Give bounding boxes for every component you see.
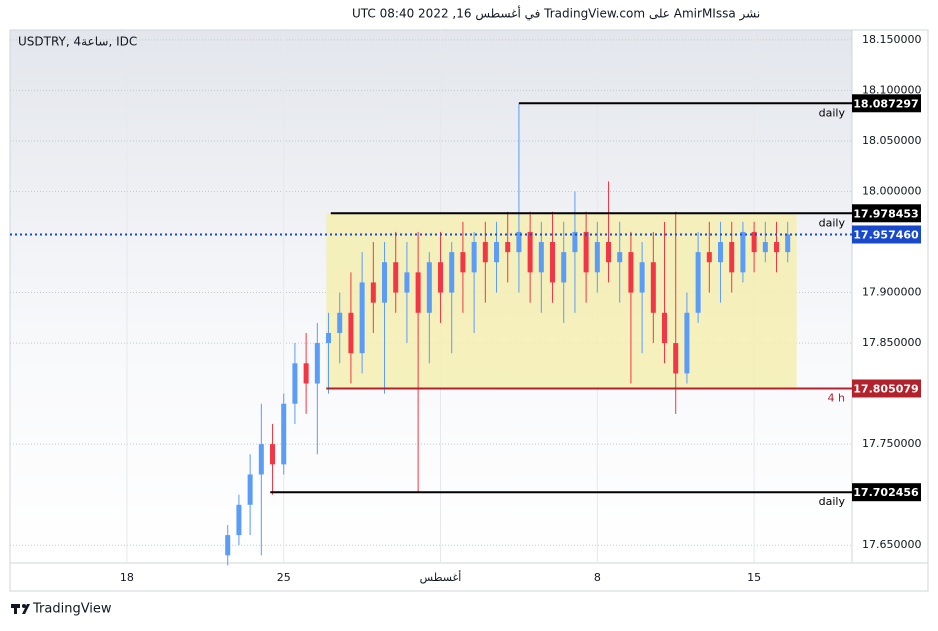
candle-body [505,242,511,253]
candle-body [673,343,679,374]
candle-body [482,242,488,263]
candle-body [236,504,242,536]
candle-body [393,262,399,293]
candle-body [292,363,298,404]
x-tick-label: أغسطس [420,570,462,584]
range-zone [326,213,797,389]
price-label-box [852,204,921,223]
candle-body [516,231,522,253]
price-label-box [852,483,921,502]
header-text: نشر AmirMIssa على TradingView.com في أغس… [352,6,760,22]
candle-body [258,444,264,475]
candle-body [617,252,623,263]
candle-body [550,242,556,283]
x-tick-label: 15 [747,571,761,584]
candle-body [382,262,388,303]
x-tick-label: 25 [277,571,291,584]
level-note: daily [819,106,846,119]
candle-body [561,252,567,283]
candle-body [583,231,589,273]
candle-body [538,242,544,273]
y-tick-label: 18.050000 [862,134,922,147]
candle-body [225,535,231,556]
candle-body [662,312,668,344]
candle-body [762,242,768,253]
price-label-box [852,379,921,398]
candle-body [650,262,656,313]
candle-body [706,252,712,263]
candle-body [270,444,276,465]
candle-body [695,252,701,313]
price-label: 17.805079 [853,382,918,395]
candle-body [404,272,410,293]
y-tick-label: 17.650000 [862,538,922,551]
candle-body [740,231,746,273]
level-note: 4 h [828,391,845,404]
time-axis [9,562,929,592]
candle-body [247,474,253,505]
candle-body [303,363,309,384]
y-tick-label: 18.000000 [862,184,922,197]
y-tick-label: 17.850000 [862,336,922,349]
candle-body [460,252,466,273]
candle-body [438,262,444,293]
y-tick-label: 17.900000 [862,286,922,299]
candle-body [729,242,735,273]
candle-body [572,231,578,253]
candle-body [370,282,376,303]
candle-body [281,403,287,465]
candle-body [527,231,533,273]
y-tick-label: 18.150000 [862,33,922,46]
plot [10,102,852,566]
candle-body [348,312,354,354]
candle-body [785,234,791,253]
price-label: 18.087297 [853,97,918,110]
price-axis [851,29,929,564]
candle-body [494,242,500,263]
candle-body [628,252,634,293]
candle-body [415,272,421,313]
level-note: daily [819,495,846,508]
x-tick-label: 8 [594,571,601,584]
candle-body [684,312,690,374]
candle-body [594,242,600,273]
price-label: 17.702456 [853,486,919,499]
price-label: 17.957460 [853,228,919,241]
y-tick-label: 17.750000 [862,437,922,450]
price-label: 17.978453 [853,207,918,220]
candle-body [471,242,477,273]
candle-body [718,242,724,263]
level-note: daily [819,216,846,229]
candle-body [606,242,612,263]
candle-body [359,282,365,354]
candle-body [314,343,320,384]
candle-body [426,262,432,313]
price-label-box [852,94,921,113]
brand-logo [11,604,30,614]
y-tick-label: 18.100000 [862,83,922,96]
candle-body [449,252,455,293]
price-label-box [852,225,921,244]
candle-body [326,332,332,344]
candle-body [751,231,757,253]
candle-body [639,262,645,293]
candle-body [774,242,780,253]
symbol-label: USDTRY, 4ساعة, IDC [18,35,137,49]
x-tick-label: 18 [120,571,134,584]
candle-body [337,312,343,333]
brand-name: TradingView [32,602,112,617]
